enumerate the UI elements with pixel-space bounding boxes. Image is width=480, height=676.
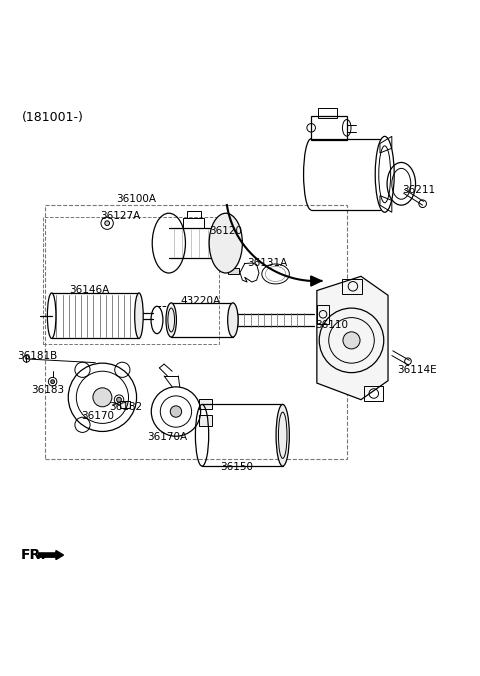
Text: 36146A: 36146A: [69, 285, 109, 295]
Bar: [199, 399, 212, 409]
Text: 36170: 36170: [81, 411, 114, 421]
Text: 36182: 36182: [109, 402, 143, 412]
Text: 36181B: 36181B: [17, 351, 57, 361]
Polygon shape: [228, 268, 239, 274]
Bar: [183, 218, 204, 228]
Bar: [342, 279, 362, 294]
Ellipse shape: [276, 404, 289, 466]
Text: 36100A: 36100A: [117, 195, 156, 204]
Circle shape: [51, 380, 55, 383]
Circle shape: [170, 406, 181, 417]
Bar: [120, 401, 130, 408]
Bar: [317, 305, 329, 324]
Text: 43220A: 43220A: [180, 296, 221, 306]
Ellipse shape: [135, 293, 143, 339]
Circle shape: [105, 221, 109, 226]
Text: 36131A: 36131A: [247, 258, 288, 268]
Text: 36120: 36120: [209, 226, 242, 236]
Bar: [364, 387, 384, 401]
Ellipse shape: [228, 303, 238, 337]
Polygon shape: [317, 276, 388, 400]
Text: 36211: 36211: [402, 185, 435, 195]
Bar: [46, 205, 347, 459]
Circle shape: [343, 332, 360, 349]
Text: 36183: 36183: [31, 385, 64, 395]
Circle shape: [117, 397, 121, 402]
Polygon shape: [311, 276, 322, 286]
Bar: [187, 211, 201, 218]
Bar: [43, 216, 219, 343]
Text: (181001-): (181001-): [22, 111, 84, 124]
Text: FR.: FR.: [21, 548, 47, 562]
Text: 36150: 36150: [220, 462, 253, 472]
Text: 36114E: 36114E: [397, 365, 437, 375]
Bar: [311, 116, 347, 140]
Polygon shape: [38, 550, 63, 560]
Text: 36127A: 36127A: [100, 211, 140, 220]
Text: 36110: 36110: [315, 320, 348, 330]
Ellipse shape: [166, 303, 177, 337]
Bar: [318, 108, 337, 118]
Bar: [199, 415, 212, 426]
Ellipse shape: [209, 213, 242, 273]
Circle shape: [93, 388, 112, 407]
Text: 36170A: 36170A: [147, 432, 188, 441]
